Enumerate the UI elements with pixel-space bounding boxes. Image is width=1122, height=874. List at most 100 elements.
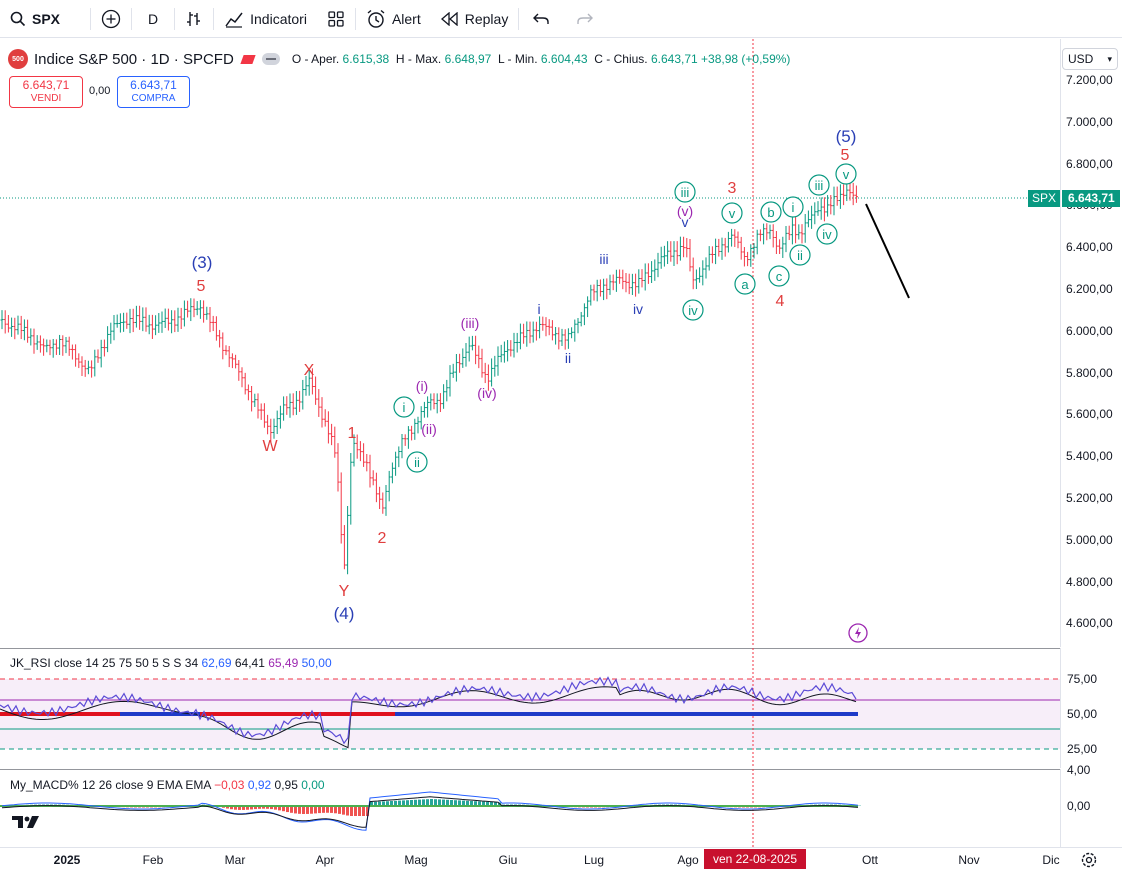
price-bar xyxy=(566,328,570,349)
tradingview-logo[interactable] xyxy=(12,814,44,830)
macd-pane[interactable] xyxy=(0,769,1060,847)
chart-type-button[interactable] xyxy=(175,0,213,38)
price-bar xyxy=(765,223,769,241)
price-bar xyxy=(800,224,804,244)
price-bar xyxy=(563,329,567,350)
price-bar xyxy=(51,338,55,358)
price-tick: 5.800,00 xyxy=(1066,365,1113,380)
price-bar xyxy=(70,344,74,360)
price-bar xyxy=(445,379,449,402)
price-axis[interactable] xyxy=(1060,39,1122,647)
price-bar xyxy=(806,210,810,228)
price-bar xyxy=(496,346,500,376)
undo-button[interactable] xyxy=(519,0,563,38)
indicators-button[interactable]: Indicatori xyxy=(214,0,317,38)
price-bar xyxy=(550,320,554,341)
price-bar xyxy=(640,269,644,288)
price-bar xyxy=(384,484,388,516)
macd-histogram-bar xyxy=(430,799,433,806)
redo-button[interactable] xyxy=(563,0,607,38)
rsi-value: 65,49 xyxy=(268,656,299,670)
wave-circle-label: i xyxy=(393,396,415,418)
events-icon[interactable] xyxy=(848,623,868,643)
visibility-toggle-icon[interactable] xyxy=(261,53,280,65)
price-bar xyxy=(195,301,199,316)
macd-histogram-bar xyxy=(262,806,265,809)
macd-value: −0,03 xyxy=(214,778,245,792)
templates-button[interactable] xyxy=(317,0,355,38)
replay-label: Replay xyxy=(464,10,509,27)
projection-line[interactable] xyxy=(865,203,910,299)
price-bar xyxy=(54,339,58,355)
price-bar xyxy=(730,228,734,247)
rsi-axis: 75,00 50,00 25,00 xyxy=(1060,648,1122,768)
rsi-pane[interactable] xyxy=(0,648,1060,768)
price-bar xyxy=(77,353,81,369)
sell-price: 6.643,71 xyxy=(22,78,70,92)
settings-gear-icon[interactable] xyxy=(1080,851,1098,869)
price-bar xyxy=(685,238,689,258)
price-bar xyxy=(790,217,794,245)
macd-histogram-bar xyxy=(418,799,421,806)
price-bar xyxy=(854,185,858,203)
compare-button[interactable] xyxy=(91,0,131,38)
price-bar xyxy=(589,284,593,306)
price-bar xyxy=(166,308,170,331)
wave-label: 2 xyxy=(378,530,387,547)
price-tick: 6.200,00 xyxy=(1066,282,1113,296)
price-bar xyxy=(333,426,337,458)
price-bar xyxy=(797,224,801,240)
macd-tick: 4,00 xyxy=(1067,763,1091,777)
macd-histogram-bar xyxy=(302,806,305,815)
price-bar xyxy=(672,241,676,266)
price-bar xyxy=(58,334,62,355)
wave-circle-label: iii xyxy=(808,174,830,196)
price-bar xyxy=(573,319,577,342)
price-bar xyxy=(125,312,129,329)
price-bar xyxy=(422,401,426,418)
price-bar xyxy=(752,243,756,259)
price-bar xyxy=(275,410,279,435)
alert-button[interactable]: Alert xyxy=(356,0,431,38)
macd-histogram-bar xyxy=(402,800,405,806)
macd-histogram-bar xyxy=(378,801,381,806)
price-bar xyxy=(307,368,311,396)
price-bar xyxy=(480,348,484,378)
macd-histogram-bar xyxy=(498,802,501,806)
macd-histogram-bar xyxy=(494,802,497,806)
currency-select[interactable]: USD ▾ xyxy=(1062,48,1118,70)
wave-label: iii xyxy=(599,251,608,267)
rsi-legend[interactable]: JK_RSI close 14 25 75 50 5 S S 34 62,69 … xyxy=(10,656,332,670)
buy-button[interactable]: 6.643,71 COMPRA xyxy=(117,76,190,108)
rsi-tick: 75,00 xyxy=(1067,672,1098,686)
price-bar xyxy=(262,403,266,428)
time-tick: Mar xyxy=(224,853,246,867)
price-bar xyxy=(723,237,727,257)
price-bar xyxy=(758,229,762,242)
price-bar xyxy=(595,279,599,302)
price-bar xyxy=(323,409,327,427)
price-bar xyxy=(618,269,622,284)
price-bar xyxy=(269,418,273,443)
price-chart[interactable]: (3) (4) (5) 5 5 1 2 3 4 W X Y (i) (ii) (… xyxy=(0,39,1060,647)
price-bar xyxy=(534,321,538,341)
svg-text:v: v xyxy=(843,167,850,182)
price-bar xyxy=(502,341,506,363)
replay-button[interactable]: Replay xyxy=(431,0,519,38)
sell-button[interactable]: 6.643,71 VENDI xyxy=(9,76,83,108)
price-bar xyxy=(419,406,423,430)
symbol-title[interactable]: Indice S&P 500 · 1D · SPCFD xyxy=(34,50,234,68)
macd-legend[interactable]: My_MACD% 12 26 close 9 EMA EMA −0,03 0,9… xyxy=(10,778,325,792)
symbol-search[interactable]: SPX xyxy=(0,0,90,38)
price-bar xyxy=(602,278,606,301)
crosshair-date-label: ven 22-08-2025 xyxy=(704,849,806,869)
price-bar xyxy=(29,328,33,346)
price-bar xyxy=(483,362,487,384)
interval-button[interactable]: D xyxy=(148,10,159,27)
add-symbol-icon xyxy=(101,9,121,28)
divider xyxy=(131,7,132,30)
wave-label: ii xyxy=(565,350,571,366)
time-axis[interactable]: 2025 Feb Mar Apr Mag Giu Lug Ago Ott Nov Dic xyxy=(0,847,1122,874)
price-bar xyxy=(608,274,612,295)
price-bar xyxy=(394,451,398,476)
